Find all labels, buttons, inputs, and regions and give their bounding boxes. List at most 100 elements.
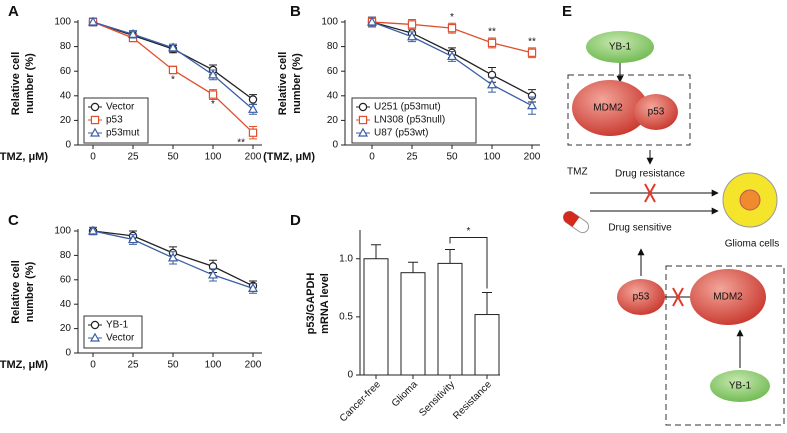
mdm2-node (690, 269, 766, 325)
y-tick-label: 80 (60, 250, 72, 261)
marker (87, 225, 99, 235)
node-label: YB-1 (729, 381, 752, 392)
yb1-node (710, 370, 770, 402)
marker (247, 282, 259, 292)
legend-label: p53mut (106, 128, 140, 139)
x-axis-label: (TMZ, μM) (263, 151, 315, 163)
mdm2-node (572, 80, 648, 136)
x-tick-label: Glioma (390, 379, 420, 409)
marker (89, 127, 101, 137)
x-tick-label: Resistance (451, 379, 494, 422)
marker (406, 31, 418, 41)
y-axis-label: Relative cell number (%) (10, 52, 36, 116)
x-tick-label: 50 (167, 360, 179, 371)
y-tick-label: 60 (327, 66, 339, 77)
marker (90, 320, 100, 330)
x-tick-label: 200 (245, 152, 262, 163)
node-label: MDM2 (713, 292, 743, 303)
marker (248, 95, 258, 104)
p53-node (617, 279, 665, 315)
legend-label: p53 (106, 115, 123, 126)
node-label: p53 (648, 107, 665, 118)
y-tick-label: 80 (60, 41, 72, 52)
y-tick-label: 0 (65, 348, 71, 359)
marker (486, 79, 498, 89)
y-axis-label-line: p53/GAPDH (305, 273, 317, 335)
x-tick-label: 100 (205, 360, 222, 371)
x-tick-label: 0 (369, 152, 375, 163)
y-axis-label-line: number (%) (291, 53, 303, 114)
block (644, 183, 656, 203)
y-tick-label: 80 (327, 41, 339, 52)
bar (437, 262, 463, 376)
marker (526, 100, 538, 110)
y-tick-label: 40 (60, 90, 72, 101)
y-axis-label-line: number (%) (24, 53, 36, 114)
complex-box (567, 74, 691, 146)
y-tick-label: 100 (54, 226, 71, 237)
x-tick-label: 25 (127, 360, 139, 371)
panel-label: C (8, 212, 19, 229)
y-tick-label: 0 (347, 370, 353, 381)
y-tick-label: 100 (54, 17, 71, 28)
x-tick-label: 50 (167, 152, 179, 163)
y-tick-label: 20 (327, 115, 339, 126)
marker (90, 115, 100, 125)
legend-label: YB-1 (106, 320, 129, 331)
yb1-node (586, 31, 654, 63)
x-tick-label: Sensitivity (417, 379, 457, 419)
y-tick-label: 20 (60, 323, 72, 334)
error-bar (371, 244, 381, 259)
marker (207, 69, 219, 79)
edge-label: Drug resistance (615, 169, 685, 180)
bar (474, 314, 500, 376)
legend-box (351, 97, 477, 144)
y-tick-label: 1.0 (339, 253, 353, 264)
x-tick-label: 100 (205, 152, 222, 163)
error-bar (445, 248, 455, 264)
annotation: ** (237, 137, 245, 148)
y-axis-label-line: Relative cell (10, 260, 22, 324)
node-label: MDM2 (593, 103, 623, 114)
annotation: * (171, 75, 175, 86)
marker (208, 90, 218, 99)
marker (447, 23, 457, 33)
legend-label: U87 (p53wt) (374, 128, 428, 139)
target-label: Glioma cells (725, 239, 779, 250)
x-axis-label: (TMZ, μM) (0, 359, 48, 371)
error-bar (408, 261, 418, 273)
series-line (92, 21, 254, 110)
y-tick-label: 40 (60, 299, 72, 310)
annotation: * (450, 12, 454, 23)
y-tick-label: 40 (327, 90, 339, 101)
legend-label: Vector (106, 333, 135, 344)
edge-label: Drug sensitive (608, 223, 672, 234)
x-tick-label: 0 (90, 152, 96, 163)
annotation: * (467, 226, 471, 237)
y-tick-label: 60 (60, 274, 72, 285)
y-tick-label: 0 (332, 140, 338, 151)
marker (247, 103, 259, 113)
marker (407, 20, 417, 29)
y-axis-label-line: mRNA level (319, 273, 331, 334)
y-axis-label: p53/GAPDH mRNA level (305, 273, 331, 335)
bar (363, 258, 389, 376)
legend-label: Vector (106, 102, 135, 113)
marker (207, 269, 219, 279)
marker (127, 234, 139, 244)
marker (90, 102, 100, 112)
error-bar (482, 291, 492, 315)
y-tick-label: 60 (60, 66, 72, 77)
x-tick-label: 0 (90, 360, 96, 371)
capsule (562, 210, 590, 234)
x-tick-label: 50 (446, 152, 458, 163)
x-tick-label: 25 (127, 152, 139, 163)
marker (127, 28, 139, 38)
marker (358, 115, 368, 125)
significance-bracket (449, 236, 488, 289)
legend-label: LN308 (p53null) (374, 115, 445, 126)
block (672, 287, 684, 307)
marker (89, 332, 101, 342)
p53-node (634, 94, 678, 130)
